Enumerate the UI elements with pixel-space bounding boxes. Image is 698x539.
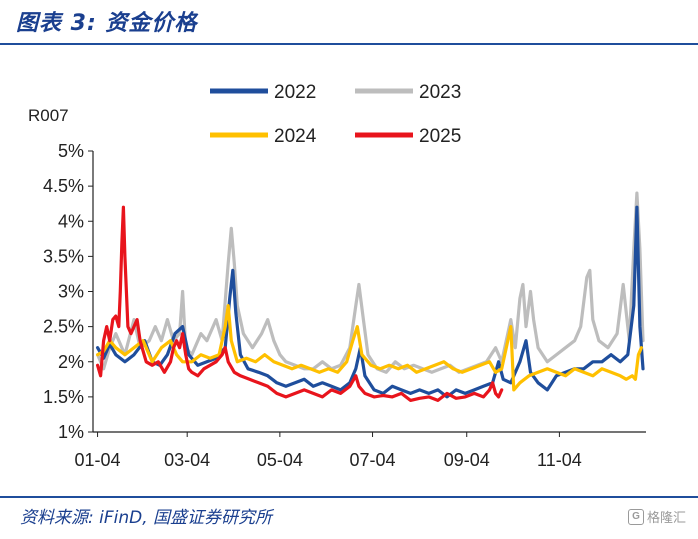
legend-label-2024: 2024 [274,126,317,147]
watermark: G 格隆汇 [627,507,686,526]
y-tick-label: 1.5% [43,387,84,407]
y-tick-label: 1% [58,422,84,442]
x-tick-label: 09-04 [444,450,490,470]
x-tick-label: 05-04 [257,450,303,470]
x-tick-label: 03-04 [164,450,210,470]
x-tick-label: 01-04 [75,450,121,470]
y-tick-label: 2.5% [43,317,84,337]
x-tick-label: 07-04 [350,450,396,470]
chart-series [96,191,645,402]
y-tick-label: 2% [58,352,84,372]
x-tick-label: 11-04 [537,450,582,470]
series-line-2023 [96,191,645,374]
legend-label-2022: 2022 [274,82,316,103]
watermark-logo-icon: G [627,508,644,525]
chart-axes: 1% 1.5% 2% 2.5% 3% 3.5% 4% 4.5% 5% 01-04 03-04 05-0… [43,141,646,470]
y-tick-label: 4% [58,211,84,231]
legend-label-2023: 2023 [419,82,461,103]
source-rule [0,496,698,498]
legend-label-2025: 2025 [419,126,461,147]
figure-title: 图表 3: 资金价格 [16,11,198,36]
watermark-text: 格隆汇 [646,510,686,525]
y-axis-label: R007 [28,106,69,125]
title-rule [0,43,698,45]
chart-legend: 2022 2023 2024 2025 [210,82,461,147]
series-line-2022 [96,205,645,399]
y-tick-label: 3.5% [43,246,84,266]
source-note: 资料来源: iFinD, 国盛证券研究所 [20,508,273,528]
y-tick-label: 3% [58,282,84,302]
series-line-2025 [96,205,504,402]
y-tick-label: 5% [58,141,84,161]
y-tick-label: 4.5% [43,176,84,196]
